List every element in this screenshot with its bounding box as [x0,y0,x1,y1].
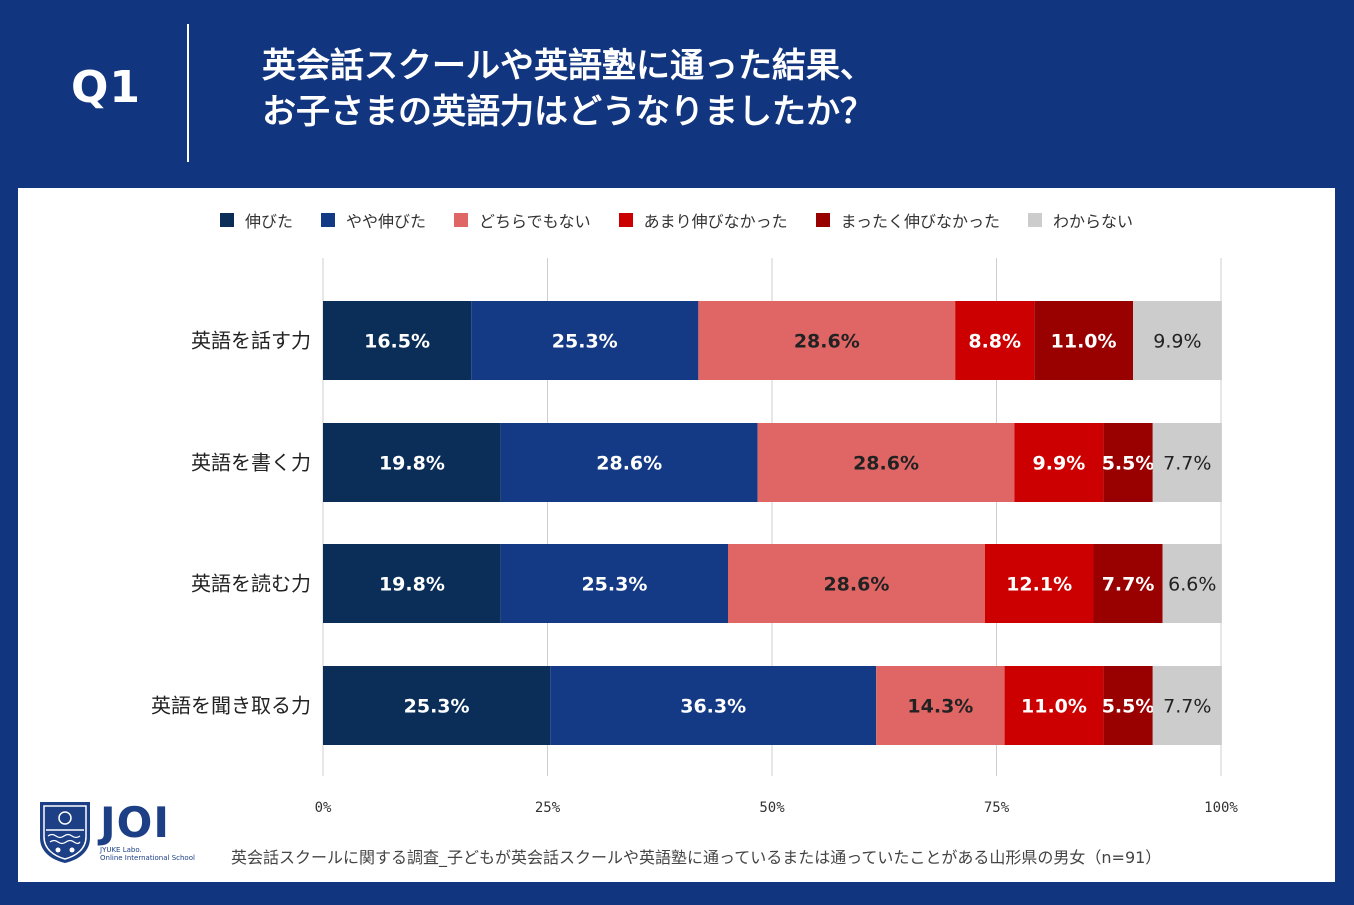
category-label: 英語を話す力 [191,329,311,353]
legend-label: まったく伸びなかった [840,212,1000,231]
data-label: 19.8% [379,574,445,596]
bar-segment [550,666,877,745]
logo-subtitle-1: JYUKE Labo. [100,846,142,854]
x-tick-label: 50% [759,800,785,816]
legend-label: どちらでもない [479,212,591,231]
legend-label: あまり伸びなかった [643,212,788,231]
data-label: 28.6% [596,453,662,475]
title-line-2: お子さまの英語力はどうなりましたか？ [262,92,874,132]
bar-segment [984,544,1094,623]
legend-item: まったく伸びなかった [815,208,1000,232]
bar-segment [1152,666,1222,745]
legend-swatch [220,213,235,227]
category-label: 英語を書く力 [191,451,311,475]
x-tick-label: 25% [535,800,561,816]
bar-segment [757,423,1015,502]
legend-swatch [618,213,633,227]
bar-segment [500,544,728,623]
bar-segment [1093,544,1163,623]
data-label: 16.5% [364,331,430,353]
data-label: 9.9% [1033,453,1086,475]
bar-segment [727,544,985,623]
legend: 伸びた やや伸びた どちらでもない あまり伸びなかった まったく伸びなかった わからない [18,208,1335,232]
bar-segment [500,423,758,502]
category-label: 英語を聞き取る力 [151,694,311,718]
logo-subtitle-2: Online International School [100,854,195,862]
bar-segment [323,666,551,745]
data-label: 7.7% [1102,574,1155,596]
legend-item: あまり伸びなかった [618,208,788,232]
data-label: 8.8% [968,331,1021,353]
legend-label: 伸びた [245,212,294,231]
data-label: 28.6% [823,574,889,596]
bar-segment [323,544,501,623]
bar-segment [1014,423,1104,502]
source-note: 英会話スクールに関する調査_子どもが英会話スクールや英語塾に通っているまたは通っ… [231,848,1162,867]
legend-swatch [321,213,336,227]
bar-segment [698,301,956,380]
data-label: 19.8% [379,453,445,475]
x-tick-label: 0% [315,800,332,816]
bar-segment [1103,666,1153,745]
legend-swatch [815,213,830,227]
legend-swatch [1027,213,1042,227]
data-label: 7.7% [1163,696,1211,718]
data-label: 11.0% [1051,331,1117,353]
data-label: 28.6% [853,453,919,475]
question-title: 英会話スクールや英語塾に通った結果、 お子さまの英語力はどうなりましたか？ [262,43,874,135]
data-label: 5.5% [1102,696,1155,718]
header-divider [187,24,189,162]
legend-item: 伸びた [220,208,293,232]
bar-segment [955,301,1035,380]
data-label: 7.7% [1163,453,1211,475]
stacked-bar-chart: 0% 25% 50% 75% 100% 英語を話す力 16.5% 25.3% 28.6% 8.8%… [151,258,1238,816]
category-label: 英語を読む力 [191,572,311,596]
bar-segment [471,301,699,380]
legend-label: わからない [1052,212,1133,231]
bar-segment [1004,666,1104,745]
data-label: 25.3% [404,696,470,718]
chart-panel: 伸びた やや伸びた どちらでもない あまり伸びなかった まったく伸びなかった わからない … [18,188,1335,882]
question-label: Q1 [70,62,142,113]
data-label: 9.9% [1153,331,1201,353]
legend-item: わからない [1027,208,1133,232]
legend-item: やや伸びた [321,208,426,232]
bar-segment [323,301,472,380]
legend-swatch [454,213,469,227]
title-line-1: 英会話スクールや英語塾に通った結果、 [262,46,874,86]
data-label: 28.6% [794,331,860,353]
bar-segment [1132,301,1222,380]
logo: JOI JYUKE Labo. Online International Sch… [38,798,238,866]
bar-segment [1103,423,1153,502]
legend-item: どちらでもない [454,208,591,232]
data-label: 5.5% [1102,453,1155,475]
data-label: 6.6% [1168,574,1216,596]
bar-segment [876,666,1005,745]
legend-label: やや伸びた [346,212,427,231]
logo-wordmark: JOI [100,798,170,847]
bar-segment [1162,544,1222,623]
data-label: 14.3% [907,696,973,718]
data-label: 25.3% [581,574,647,596]
x-tick-label: 75% [984,800,1010,816]
shield-emblem-icon [40,802,90,863]
bar-segment [1152,423,1222,502]
bar-segment [1034,301,1133,380]
data-label: 11.0% [1021,696,1087,718]
bar-segment [323,423,501,502]
data-label: 36.3% [680,696,746,718]
data-label: 12.1% [1006,574,1072,596]
x-tick-label: 100% [1204,800,1238,816]
data-label: 25.3% [552,331,618,353]
